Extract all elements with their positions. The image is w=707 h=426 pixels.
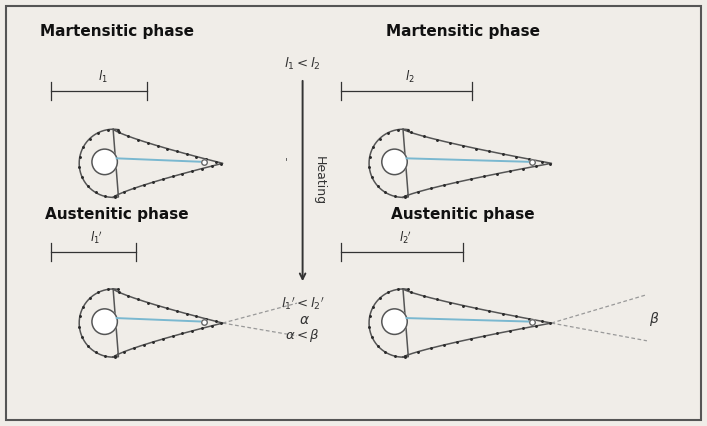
Text: $l_1{}'< l_2{}'$: $l_1{}'< l_2{}'$ xyxy=(281,296,325,312)
Text: $\beta$: $\beta$ xyxy=(649,311,660,328)
Text: ': ' xyxy=(285,157,288,167)
Text: Austenitic phase: Austenitic phase xyxy=(45,207,189,222)
Text: Heating: Heating xyxy=(313,156,326,206)
Text: $l_1$: $l_1$ xyxy=(98,69,107,85)
Text: $l_2$: $l_2$ xyxy=(405,69,415,85)
FancyBboxPatch shape xyxy=(6,6,701,420)
Circle shape xyxy=(92,309,117,334)
Text: $\alpha$: $\alpha$ xyxy=(299,313,310,326)
Text: $\alpha < \beta$: $\alpha < \beta$ xyxy=(285,327,320,344)
Text: Martensitic phase: Martensitic phase xyxy=(386,24,540,40)
Text: $l_1 < l_2$: $l_1 < l_2$ xyxy=(284,56,321,72)
Circle shape xyxy=(382,149,407,175)
Text: Martensitic phase: Martensitic phase xyxy=(40,24,194,40)
Text: $l_1{}'$: $l_1{}'$ xyxy=(90,230,103,246)
Circle shape xyxy=(382,309,407,334)
Circle shape xyxy=(92,149,117,175)
Text: $l_2{}'$: $l_2{}'$ xyxy=(399,230,412,246)
Text: Austenitic phase: Austenitic phase xyxy=(391,207,535,222)
